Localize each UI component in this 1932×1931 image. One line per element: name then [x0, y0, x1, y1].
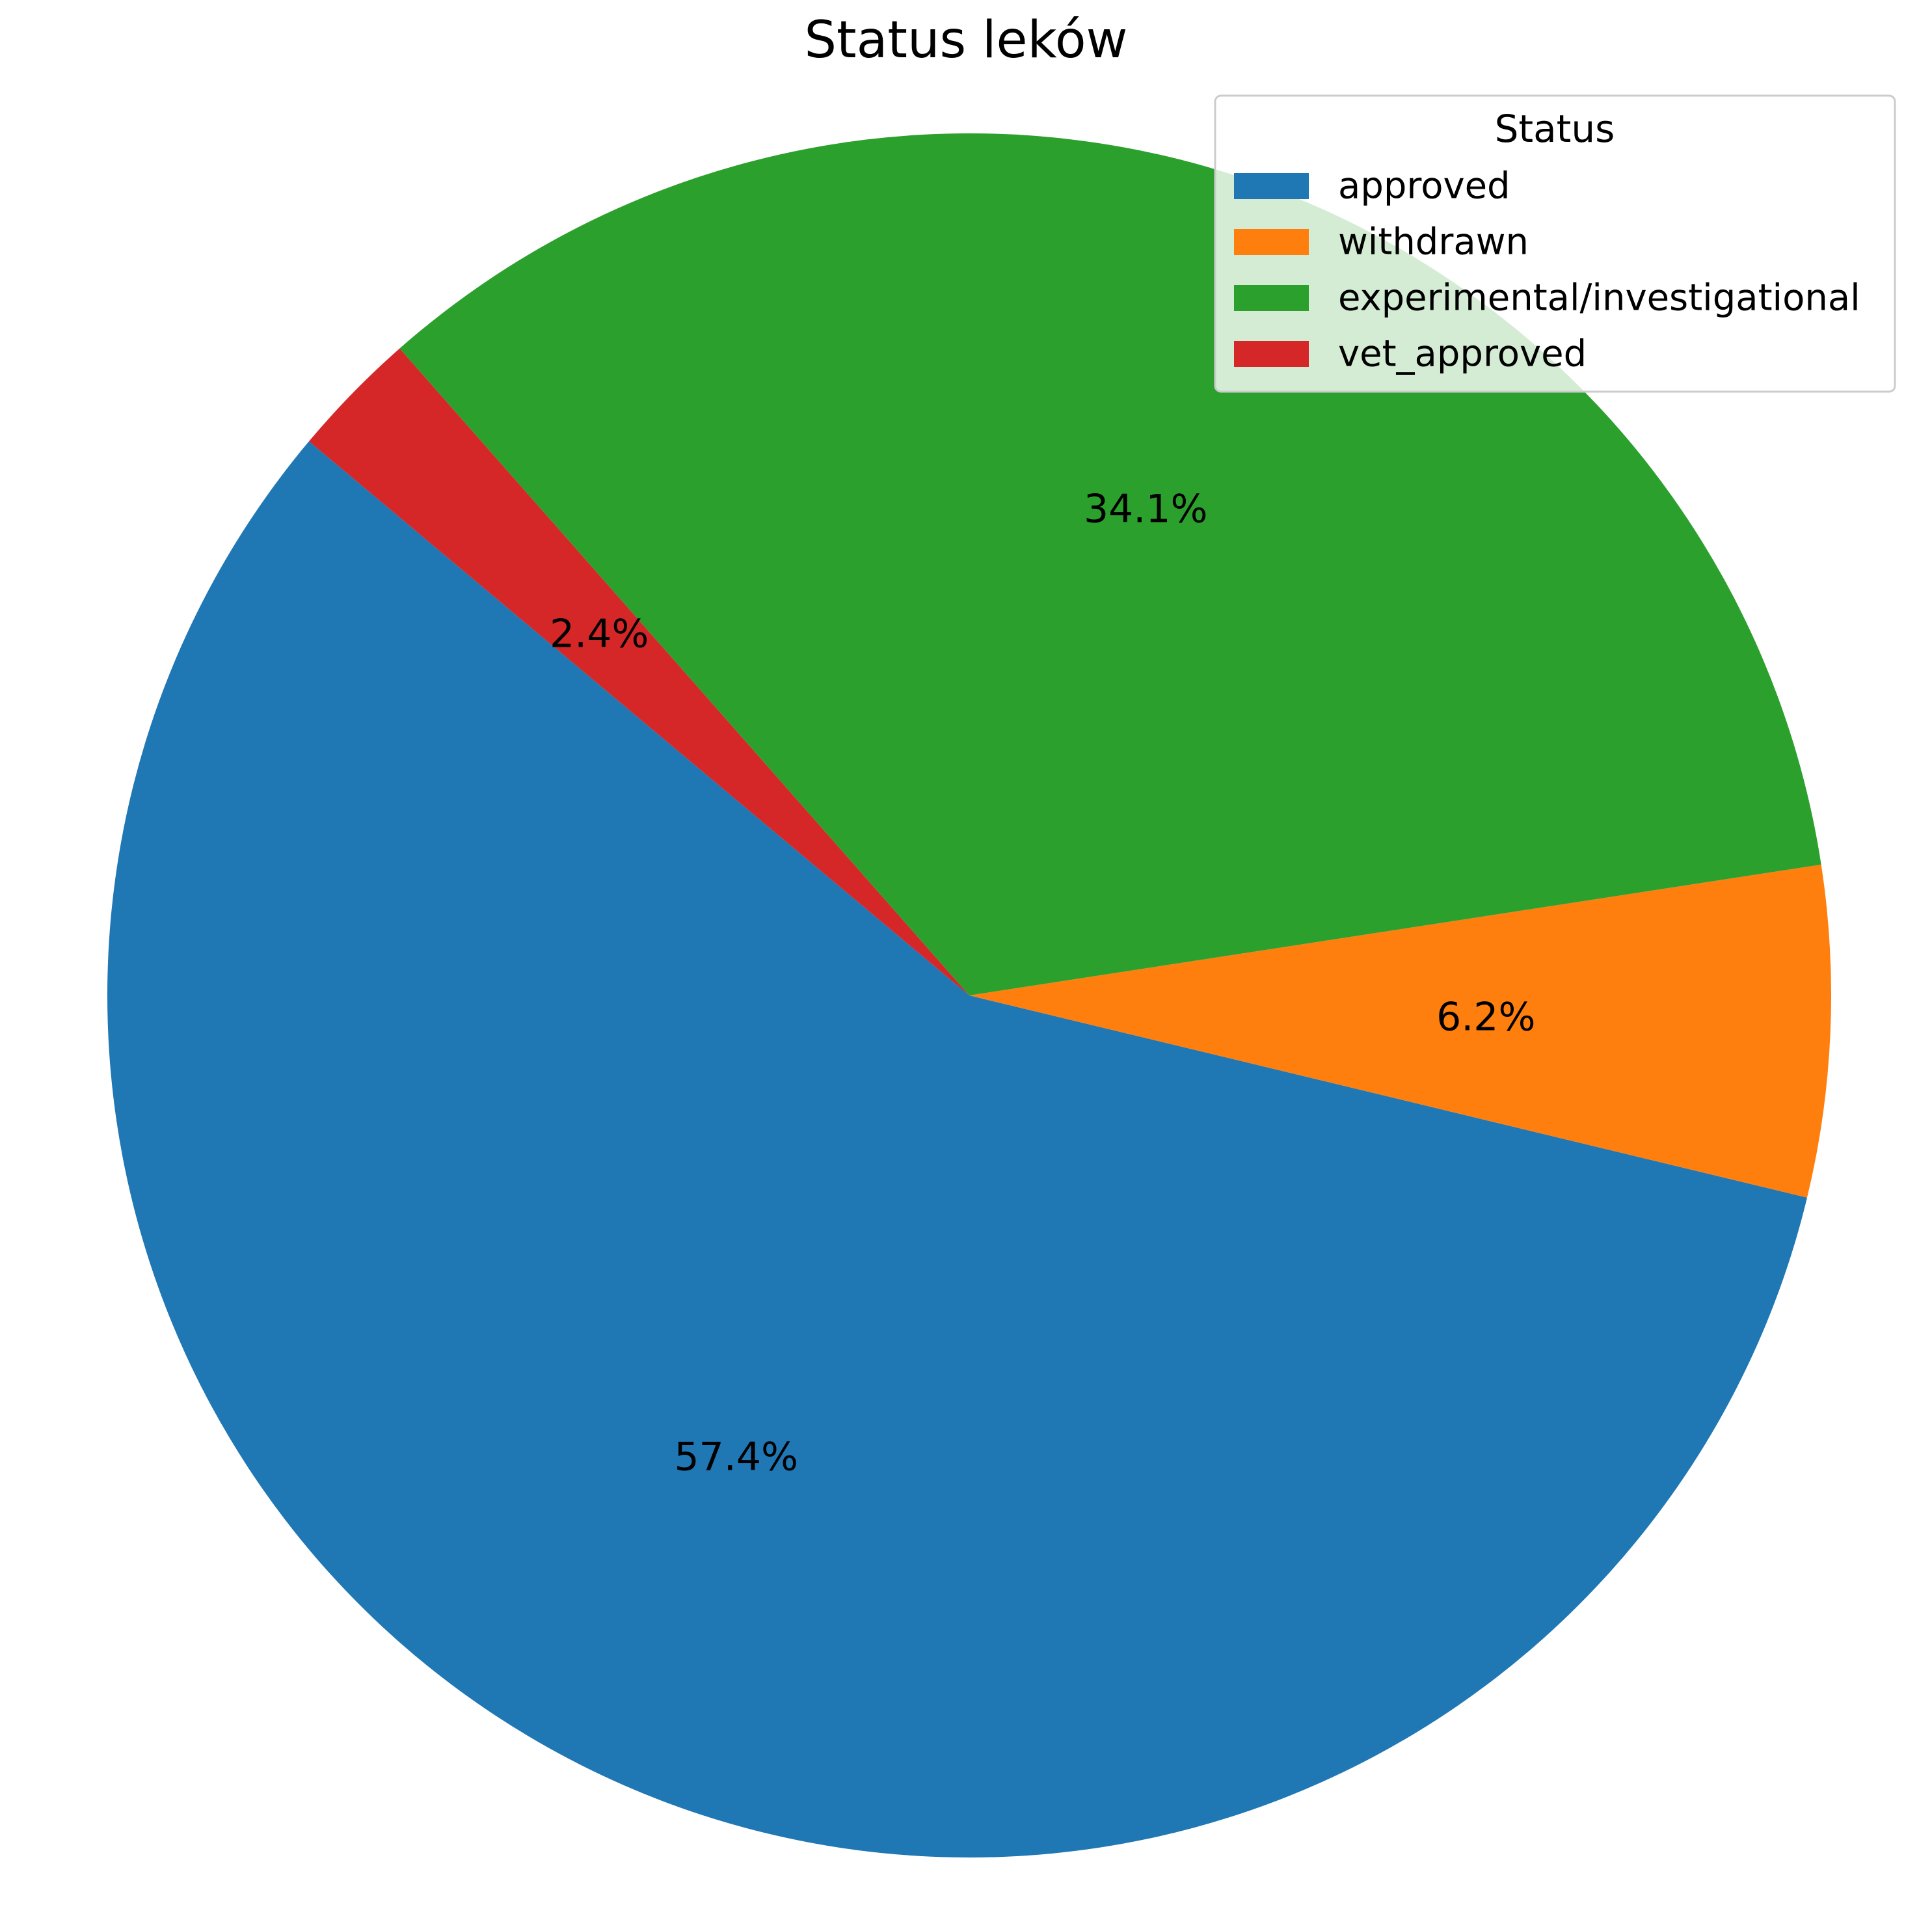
pie-slice-withdrawn	[969, 864, 1831, 1198]
legend-label-experimental-investigational: experimental/investigational	[1338, 277, 1860, 319]
legend-label-vet-approved: vet_approved	[1338, 333, 1587, 375]
pie-label-withdrawn: 6.2%	[1436, 995, 1535, 1040]
legend-swatch-withdrawn	[1234, 229, 1309, 255]
legend-items: approved withdrawn experimental/investigat…	[1234, 165, 1860, 375]
legend-label-approved: approved	[1338, 165, 1510, 208]
chart-title: Status leków	[805, 11, 1128, 70]
legend-swatch-experimental-investigational	[1234, 285, 1309, 311]
legend-title: Status	[1495, 107, 1615, 151]
legend-frame	[1214, 94, 1896, 393]
pie-slice-approved	[107, 441, 1808, 1857]
pie-label-approved: 57.4%	[674, 1435, 798, 1480]
pie-label-vet-approved: 2.4%	[550, 612, 649, 657]
legend: Status approved withdrawn experimental/inv…	[1214, 94, 1896, 393]
pie-slice-vet-approved	[308, 348, 970, 995]
pie-label-experimental-investigational: 34.1%	[1084, 487, 1208, 532]
legend-label-withdrawn: withdrawn	[1338, 221, 1529, 263]
pie-percent-labels: 57.4% 6.2% 34.1% 2.4%	[550, 487, 1536, 1480]
legend-swatch-approved	[1234, 173, 1309, 199]
legend-swatch-vet-approved	[1234, 341, 1309, 367]
